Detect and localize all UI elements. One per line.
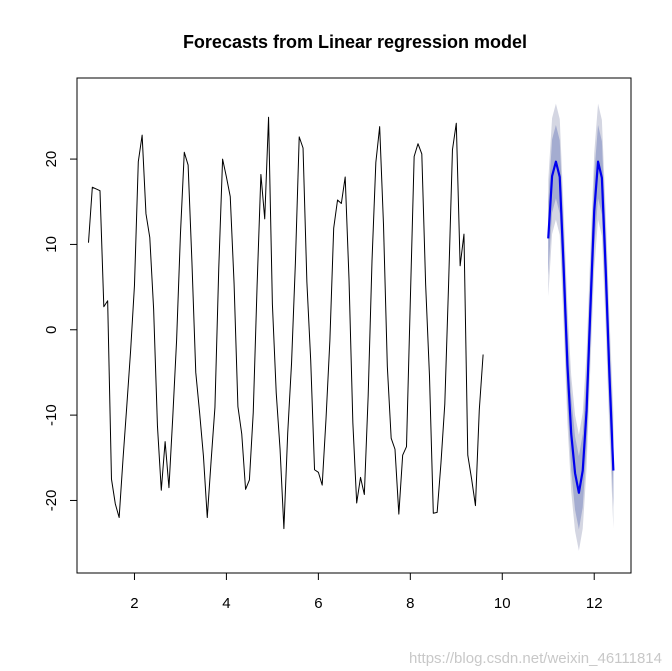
x-tick-label: 4 — [222, 595, 230, 612]
axes: 2 4 6 8 10 12 -20 -10 0 10 20 — [43, 151, 603, 612]
x-tick-label: 12 — [586, 595, 603, 612]
y-tick-label: -20 — [43, 490, 60, 512]
y-tick-label: 10 — [43, 236, 60, 253]
chart-title: Forecasts from Linear regression model — [183, 32, 527, 52]
inner-interval-band — [548, 124, 614, 530]
x-tick-label: 8 — [406, 595, 414, 612]
y-tick-label: 0 — [43, 326, 60, 334]
plot-frame — [76, 77, 632, 574]
x-tick-label: 2 — [130, 595, 138, 612]
observed-series-line — [87, 116, 484, 530]
x-tick-label: 10 — [494, 595, 511, 612]
watermark-text: https://blog.csdn.net/weixin_46111814 — [409, 650, 662, 667]
series-lines — [87, 116, 615, 530]
y-tick-label: 20 — [43, 151, 60, 168]
x-tick-label: 6 — [314, 595, 322, 612]
forecast-series-line — [547, 160, 615, 494]
y-tick-label: -10 — [43, 404, 60, 426]
outer-interval-band — [548, 103, 614, 551]
